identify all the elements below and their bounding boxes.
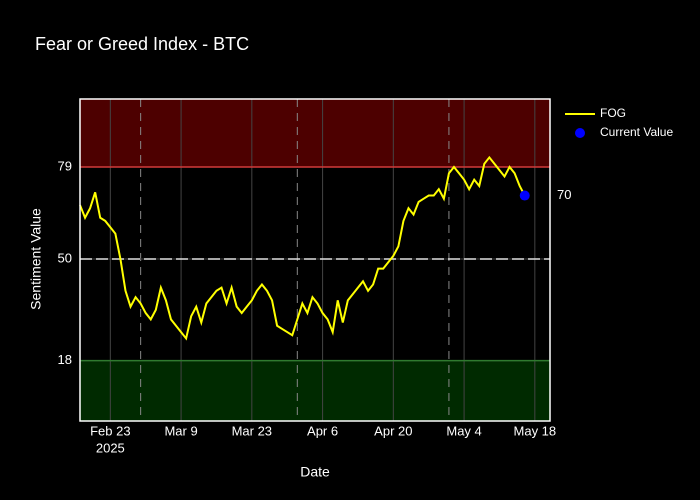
y-tick-label: 50 xyxy=(58,250,72,265)
x-tick-label: Feb 23 xyxy=(90,423,130,438)
chart-title: Fear or Greed Index - BTC xyxy=(35,34,249,54)
zone-band xyxy=(80,99,550,167)
x-tick-label: Mar 23 xyxy=(232,423,272,438)
x-axis-title: Date xyxy=(300,464,330,480)
x-tick-label: May 18 xyxy=(514,423,557,438)
zone-band xyxy=(80,360,550,421)
current-value-marker xyxy=(519,190,530,201)
current-value-label: 70 xyxy=(557,187,571,202)
y-tick-label: 18 xyxy=(58,352,72,367)
legend-label: FOG xyxy=(600,106,626,120)
plot-frame xyxy=(79,98,551,422)
fog-line xyxy=(79,155,526,341)
legend-label: Current Value xyxy=(600,125,673,139)
x-tick-label: Mar 9 xyxy=(164,423,197,438)
x-year-label: 2025 xyxy=(96,440,125,455)
x-tick-label: Apr 20 xyxy=(374,423,412,438)
y-tick-label: 79 xyxy=(58,158,72,173)
legend-swatch xyxy=(575,128,585,138)
y-axis-title: Sentiment Value xyxy=(28,208,44,310)
x-tick-label: May 4 xyxy=(446,423,481,438)
x-tick-label: Apr 6 xyxy=(307,423,338,438)
